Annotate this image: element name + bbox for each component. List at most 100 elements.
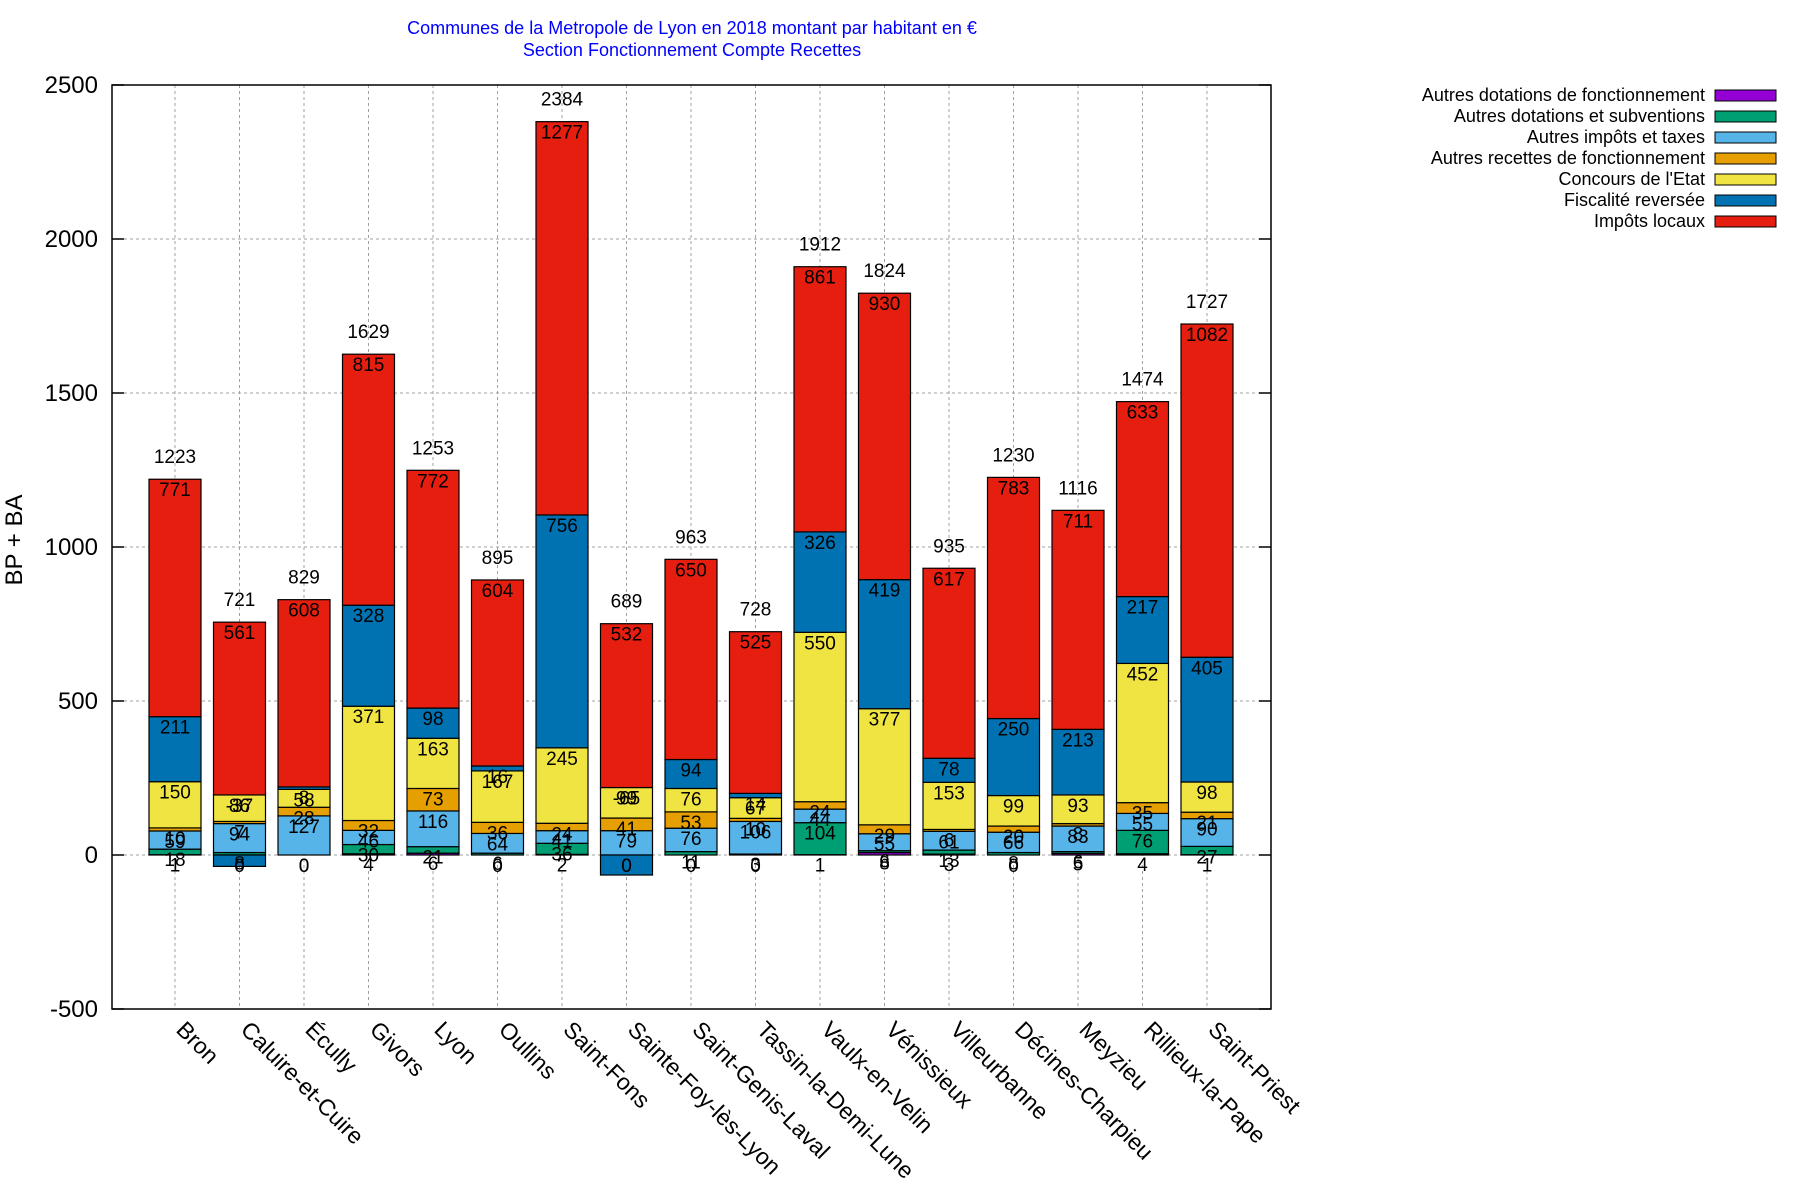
segment-value-label: 41: [616, 819, 637, 840]
bar-segment: [212, 621, 267, 796]
bar-segment: [922, 567, 976, 759]
bar-segment: [793, 266, 847, 533]
bar-segment: [470, 770, 525, 823]
segment-value-label: 67: [745, 799, 766, 820]
segment-value-label: 44: [809, 810, 831, 831]
segment-value-label: 4: [1137, 855, 1148, 876]
bar-segment: [1051, 794, 1105, 825]
segment-value-label: 1277: [541, 123, 583, 144]
segment-value-label: 1: [170, 856, 181, 877]
segment-value-label: 11: [681, 853, 701, 874]
segment-value-label: 55: [1132, 814, 1153, 835]
legend-swatch: [1714, 152, 1777, 165]
segment-value-label: 783: [998, 478, 1030, 499]
segment-value-label: 61: [938, 832, 959, 853]
x-tick-label: Givors: [365, 1016, 430, 1081]
segment-value-label: 83: [1067, 827, 1088, 848]
segment-value-label: 21: [1196, 813, 1217, 834]
bar-segment: [341, 705, 396, 822]
y-tick-label: 500: [58, 688, 98, 715]
segment-value-label: 35: [1132, 804, 1153, 825]
segment-value-label: 771: [159, 480, 191, 501]
segment-value-label: 79: [616, 832, 637, 853]
bar-segment: [1180, 818, 1234, 847]
segment-value-label: 452: [1127, 664, 1159, 685]
segment-value-label: 99: [1003, 797, 1024, 818]
segment-value-label: 46: [358, 831, 379, 852]
legend-swatch: [1714, 194, 1777, 207]
segment-value-label: 28: [293, 808, 314, 829]
bar-segment: [857, 708, 912, 826]
segment-value-label: 32: [358, 822, 379, 843]
bar-segment: [986, 717, 1041, 797]
data-labels: 118591015021177112230894786-375617210012…: [154, 90, 1228, 877]
segment-value-label: 245: [546, 749, 578, 770]
bar-segment: [406, 810, 460, 848]
bar-segment: [148, 716, 202, 783]
segment-value-label: 36: [551, 844, 572, 865]
legend-label: Autres dotations de fonctionnement: [1422, 85, 1705, 105]
segment-value-label: 0: [686, 856, 697, 877]
segment-value-label: 930: [869, 294, 901, 315]
segment-value-label: 167: [482, 772, 514, 793]
segment-value-label: 30: [358, 846, 379, 867]
segment-value-label: 371: [353, 707, 385, 728]
segment-value-label: 772: [417, 471, 449, 492]
bar-segment: [986, 794, 1041, 827]
segment-value-label: 41: [551, 832, 572, 853]
legend-label: Autres dotations et subventions: [1454, 106, 1705, 126]
bar-total-label: 1116: [1058, 478, 1097, 499]
bar-total-label: 1474: [1121, 370, 1164, 391]
segment-value-label: 116: [418, 812, 448, 833]
segment-value-label: 250: [998, 720, 1030, 741]
segment-value-label: 6: [492, 854, 503, 875]
segment-value-label: 3: [944, 855, 955, 876]
segment-value-label: 756: [546, 516, 578, 537]
segment-value-label: 532: [611, 625, 643, 646]
segment-value-label: 94: [680, 761, 702, 782]
segment-value-label: 2: [557, 855, 568, 876]
segment-value-label: 8: [1073, 825, 1084, 846]
bar-total-label: 1253: [412, 438, 454, 459]
y-axis-label: BP + BA: [1, 495, 28, 586]
segment-value-label: 66: [1003, 833, 1024, 854]
segment-value-label: 98: [1196, 783, 1217, 804]
segment-value-label: 86: [229, 796, 250, 817]
segment-value-label: -37: [226, 796, 253, 817]
segment-value-label: 99: [616, 789, 637, 810]
segment-value-label: 6: [879, 852, 890, 873]
bar-segment: [793, 531, 847, 633]
segment-value-label: 561: [224, 623, 256, 644]
bars: [148, 121, 1234, 876]
bar-total-label: 1230: [992, 445, 1034, 466]
segment-value-label: 550: [804, 633, 836, 654]
segment-value-label: 153: [933, 783, 965, 804]
segment-value-label: 13: [938, 851, 959, 872]
bar-segment: [341, 604, 396, 707]
y-tick-label: 2000: [45, 226, 98, 253]
segment-value-label: 7: [234, 822, 245, 843]
bar-segment: [1180, 781, 1234, 813]
segment-value-label: 1: [1202, 856, 1213, 877]
bar-total-label: 1912: [799, 235, 841, 256]
segment-value-label: 0: [1008, 856, 1019, 877]
segment-value-label: 98: [422, 709, 443, 730]
segment-value-label: 211: [160, 718, 190, 739]
bar-segment: [535, 747, 589, 824]
bar-total-label: 1629: [347, 322, 389, 343]
segment-value-label: 94: [229, 825, 251, 846]
segment-value-label: 326: [804, 533, 836, 554]
segment-value-label: -65: [613, 789, 640, 810]
x-tick-label: Lyon: [429, 1016, 482, 1069]
bar-segment: [406, 469, 460, 709]
bar-segment: [277, 815, 331, 856]
legend-swatch: [1714, 215, 1777, 228]
segment-value-label: 93: [1067, 796, 1088, 817]
segment-value-label: 608: [288, 601, 320, 622]
segment-value-label: 8: [879, 854, 890, 875]
legend-label: Autres recettes de fonctionnement: [1431, 148, 1705, 168]
bar-total-label: 689: [611, 592, 643, 613]
segment-value-label: 10: [164, 829, 185, 850]
bar-segment: [1180, 323, 1234, 658]
